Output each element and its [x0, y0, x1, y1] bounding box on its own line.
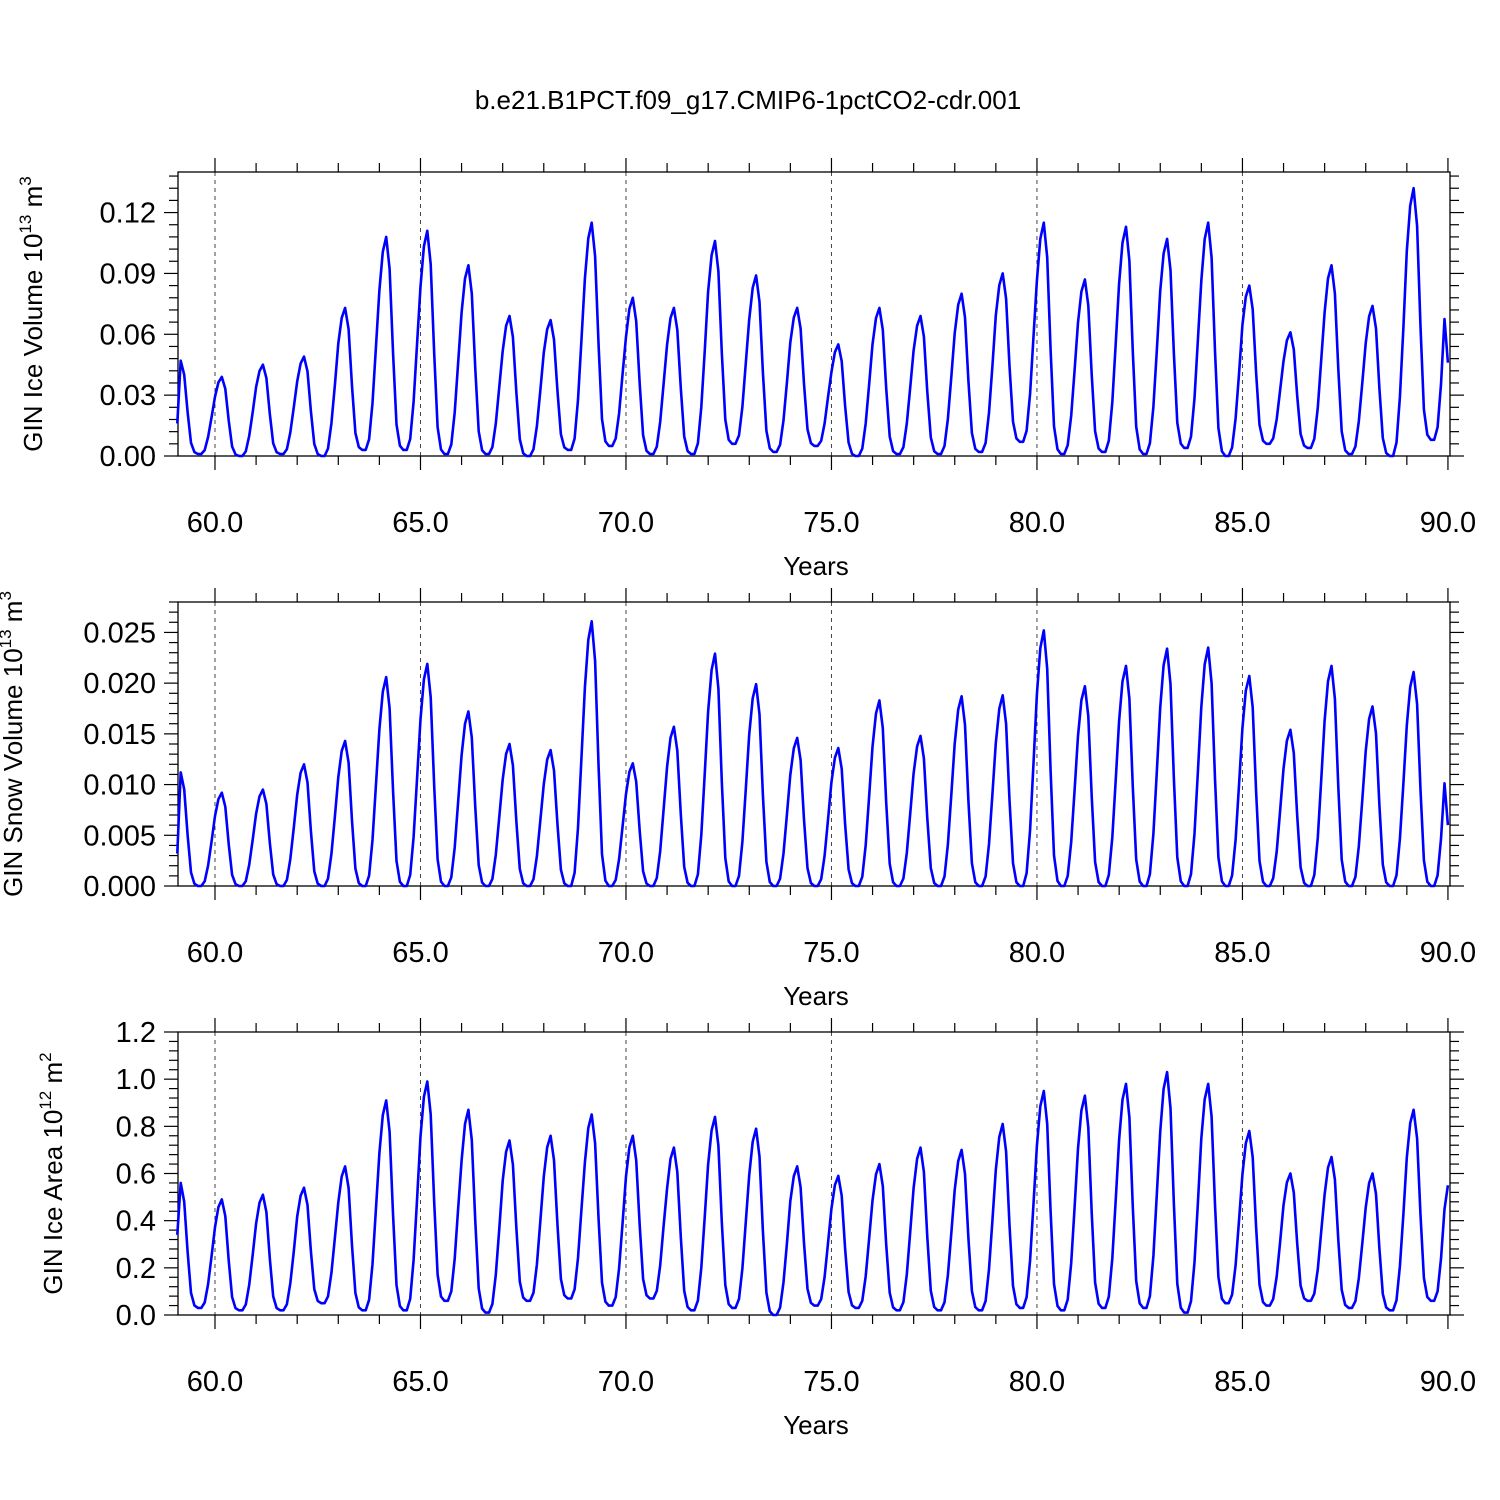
snow-volume-panel: 60.0 65.0 70.0 75.0 80.0 85.0 90.0 Years 0.000 0.…	[0, 588, 1476, 1011]
ice-volume-x-tick-label: 80.0	[1009, 507, 1065, 539]
snow-volume-y-tick-label: 0.005	[83, 820, 156, 852]
ice-volume-x-axis-title: Years	[783, 551, 849, 581]
snow-volume-y-tick-label: 0.020	[83, 668, 156, 700]
snow-volume-x-tick-label: 70.0	[598, 937, 654, 969]
ice-area-x-axis-title: Years	[783, 1410, 849, 1440]
ice-area-y-tick-label: 0.8	[116, 1111, 156, 1143]
ice-volume-x-tick-label: 60.0	[187, 507, 243, 539]
ice-area-x-tick-label: 90.0	[1420, 1366, 1476, 1398]
ice-area-x-tick-label: 65.0	[392, 1366, 448, 1398]
snow-volume-y-tick-label: 0.010	[83, 770, 156, 802]
ice-area-y-tick-label: 1.2	[116, 1017, 156, 1049]
ice-area-y-tick-label: 0.0	[116, 1300, 156, 1332]
snow-volume-x-tick-label: 80.0	[1009, 937, 1065, 969]
snow-volume-x-tick-label: 85.0	[1214, 937, 1270, 969]
snow-volume-x-axis-title: Years	[783, 981, 849, 1011]
ice-area-y-tick-label: 0.2	[116, 1253, 156, 1285]
ice-area-y-axis-title: GIN Ice Area 1012 m2	[36, 1052, 68, 1294]
snow-volume-x-tick-label: 75.0	[803, 937, 859, 969]
ice-area-y-tick-label: 1.0	[116, 1064, 156, 1096]
snow-volume-series-line	[176, 620, 1450, 888]
ice-volume-y-tick-label: 0.03	[100, 380, 156, 412]
ice-area-x-tick-label: 75.0	[803, 1366, 859, 1398]
ice-volume-x-tick-label: 75.0	[803, 507, 859, 539]
snow-volume-y-axis-title: GIN Snow Volume 1013 m3	[0, 591, 28, 897]
ice-volume-panel: 60.0 65.0 70.0 75.0 80.0 85.0 90.0 Years 0.00 0.0…	[16, 158, 1476, 581]
ice-volume-y-tick-label: 0.12	[100, 198, 156, 230]
ice-volume-y-tick-label: 0.09	[100, 258, 156, 290]
ice-volume-plot-frame	[177, 171, 1451, 457]
ice-area-series-line	[176, 1070, 1450, 1317]
ice-volume-x-tick-label: 90.0	[1420, 507, 1476, 539]
ice-area-panel: 60.0 65.0 70.0 75.0 80.0 85.0 90.0 Years 0.0 0.2 0…	[36, 1017, 1476, 1440]
ice-area-y-tick-label: 0.4	[116, 1206, 156, 1238]
ice-volume-series-line	[176, 186, 1450, 458]
snow-volume-x-tick-label: 65.0	[392, 937, 448, 969]
ice-area-x-tick-label: 70.0	[598, 1366, 654, 1398]
snow-volume-y-tick-label: 0.025	[83, 617, 156, 649]
ice-volume-y-tick-label: 0.00	[100, 441, 156, 473]
snow-volume-y-tick-label: 0.015	[83, 719, 156, 751]
ice-volume-y-tick-label: 0.06	[100, 319, 156, 351]
ice-volume-y-axis-title: GIN Ice Volume 1013 m3	[16, 176, 48, 452]
ice-volume-x-tick-label: 65.0	[392, 507, 448, 539]
ice-volume-x-tick-label: 85.0	[1214, 507, 1270, 539]
snow-volume-y-tick-label: 0.000	[83, 871, 156, 903]
ice-area-x-tick-label: 80.0	[1009, 1366, 1065, 1398]
ice-area-x-tick-label: 85.0	[1214, 1366, 1270, 1398]
ice-area-x-tick-label: 60.0	[187, 1366, 243, 1398]
snow-volume-x-tick-label: 60.0	[187, 937, 243, 969]
snow-volume-x-tick-label: 90.0	[1420, 937, 1476, 969]
ice-area-y-tick-label: 0.6	[116, 1159, 156, 1191]
figure-title: b.e21.B1PCT.f09_g17.CMIP6-1pctCO2-cdr.00…	[475, 85, 1021, 115]
ice-volume-x-tick-label: 70.0	[598, 507, 654, 539]
